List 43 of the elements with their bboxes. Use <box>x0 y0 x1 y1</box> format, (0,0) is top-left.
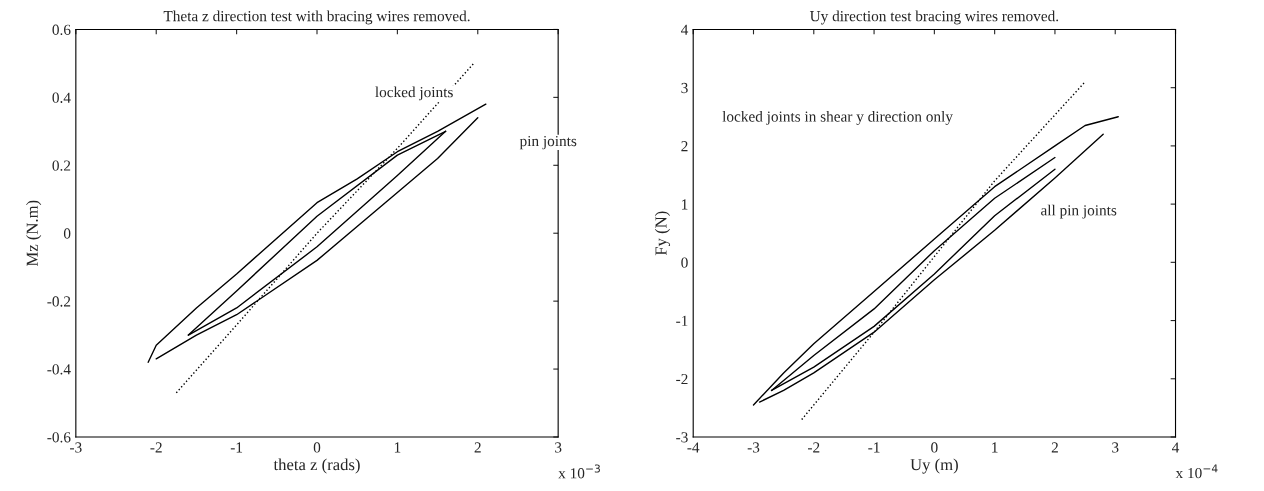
annotation: pin joints <box>519 135 577 150</box>
text: x 10$^{−3}$ <box>558 464 600 479</box>
y-tick-label: -3 <box>676 432 688 443</box>
x-tick-label: -2 <box>807 442 820 453</box>
text: x 10$^{−4}$ <box>1175 464 1218 479</box>
y-tick-label: -0.4 <box>47 364 71 375</box>
y-axis-title: Mz (N.m) <box>26 200 42 267</box>
y-tick-label: 0.2 <box>52 160 71 171</box>
x-axis-title: Uy (m) <box>910 458 958 474</box>
x-tick-label: 0 <box>313 442 321 453</box>
y-tick-label: -0.6 <box>47 432 71 443</box>
y-axis-title: Fy (N) <box>654 211 671 256</box>
y-tick-label: 0 <box>63 228 71 239</box>
x-tick-label: 0 <box>931 442 938 453</box>
chart-title: Theta z direction test with bracing wires removed. <box>163 10 470 25</box>
x-tick-label: -3 <box>747 442 760 453</box>
y-tick-label: 1 <box>682 199 688 210</box>
x-axis-title: theta z (rads) <box>273 458 360 474</box>
y-tick-label: -1 <box>676 315 688 326</box>
x-tick-label: 1 <box>394 442 401 453</box>
annotation: all pin joints <box>1041 204 1117 219</box>
y-tick-label: -0.2 <box>47 296 71 307</box>
chart-title: Uy direction test bracing wires removed. <box>809 10 1059 25</box>
y-tick-label: 0.6 <box>52 24 71 35</box>
y-tick-label: 3 <box>681 82 688 94</box>
x-tick-label: -3 <box>70 442 82 453</box>
x-tick-label: 2 <box>1051 442 1058 453</box>
x-tick-label: 2 <box>474 442 481 453</box>
x-tick-label: -4 <box>687 442 700 453</box>
x-tick-label: 3 <box>555 442 562 453</box>
y-tick-label: 0.4 <box>52 92 71 103</box>
y-tick-label: 4 <box>681 24 689 35</box>
y-tick-label: 2 <box>681 141 688 152</box>
x-tick-label: -1 <box>868 442 880 453</box>
x-tick-label: -2 <box>150 442 162 453</box>
annotation: locked joints in shear y direction only <box>722 110 953 125</box>
y-tick-label: 0 <box>681 257 688 268</box>
x-tick-label: -1 <box>230 442 243 453</box>
y-tick-label: -2 <box>676 373 688 385</box>
x-tick-label: 3 <box>1112 442 1119 453</box>
x-tick-label: 1 <box>992 442 998 453</box>
x-tick-label: 4 <box>1172 442 1180 453</box>
annotation: locked joints <box>375 86 453 101</box>
